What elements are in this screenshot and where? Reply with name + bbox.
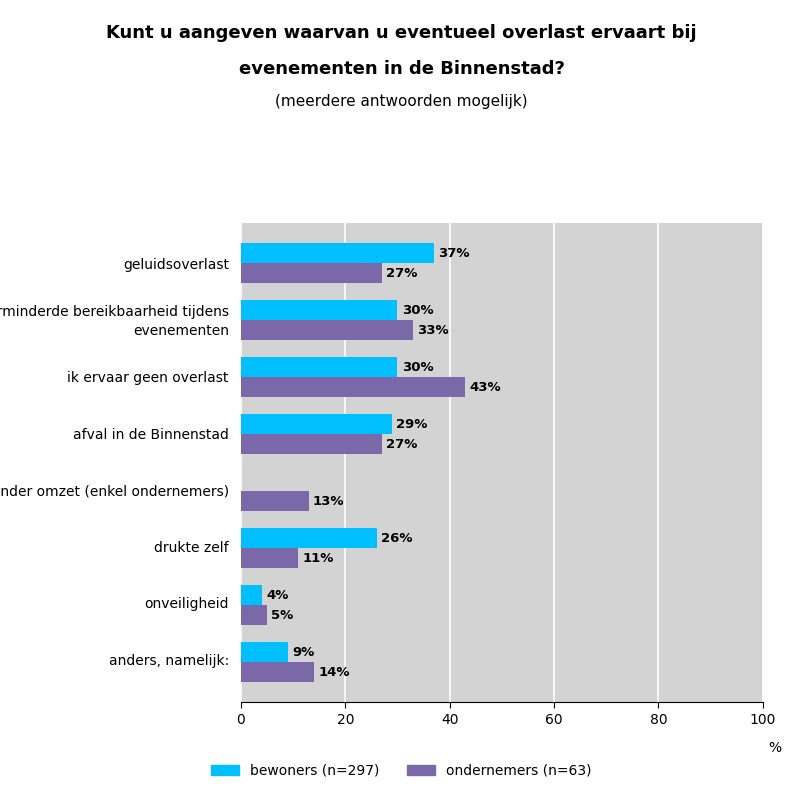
Text: 5%: 5% <box>271 609 293 622</box>
Text: 30%: 30% <box>401 361 433 374</box>
Bar <box>241 434 381 454</box>
Bar <box>241 548 298 568</box>
Bar <box>241 377 465 397</box>
Text: 37%: 37% <box>438 247 469 260</box>
Text: 27%: 27% <box>386 438 417 451</box>
Text: afval in de Binnenstad: afval in de Binnenstad <box>73 428 229 441</box>
Text: 4%: 4% <box>265 589 288 602</box>
Text: 29%: 29% <box>396 418 427 431</box>
Text: minder omzet (enkel ondernemers): minder omzet (enkel ondernemers) <box>0 484 229 498</box>
Bar <box>241 263 381 283</box>
Text: anders, namelijk:: anders, namelijk: <box>108 654 229 668</box>
Bar <box>241 586 261 606</box>
Text: verminderde bereikbaarheid tijdens: verminderde bereikbaarheid tijdens <box>0 305 229 319</box>
Bar <box>241 243 433 263</box>
Text: evenementen in de Binnenstad?: evenementen in de Binnenstad? <box>238 60 564 78</box>
Text: geluidsoverlast: geluidsoverlast <box>123 258 229 272</box>
Bar <box>241 606 266 626</box>
Text: drukte zelf: drukte zelf <box>154 540 229 555</box>
Text: 27%: 27% <box>386 267 417 280</box>
Text: %: % <box>768 741 780 755</box>
Text: evenementen: evenementen <box>132 324 229 338</box>
Bar <box>241 358 397 377</box>
Text: 26%: 26% <box>380 531 411 545</box>
Text: (meerdere antwoorden mogelijk): (meerdere antwoorden mogelijk) <box>275 94 527 109</box>
Bar <box>241 300 397 320</box>
Text: 9%: 9% <box>292 646 314 659</box>
Text: 43%: 43% <box>469 381 500 394</box>
Legend: bewoners (n=297), ondernemers (n=63): bewoners (n=297), ondernemers (n=63) <box>205 758 597 783</box>
Bar <box>241 662 314 682</box>
Bar <box>241 528 376 548</box>
Bar <box>241 642 287 662</box>
Text: ik ervaar geen overlast: ik ervaar geen overlast <box>67 371 229 385</box>
Text: onveiligheid: onveiligheid <box>144 597 229 611</box>
Bar <box>241 492 308 512</box>
Text: 13%: 13% <box>313 495 344 508</box>
Text: 14%: 14% <box>318 666 349 679</box>
Bar <box>241 320 412 340</box>
Text: 30%: 30% <box>401 304 433 317</box>
Text: 11%: 11% <box>302 551 334 565</box>
Bar <box>241 414 391 434</box>
Text: 33%: 33% <box>417 324 448 337</box>
Text: Kunt u aangeven waarvan u eventueel overlast ervaart bij: Kunt u aangeven waarvan u eventueel over… <box>106 24 696 42</box>
